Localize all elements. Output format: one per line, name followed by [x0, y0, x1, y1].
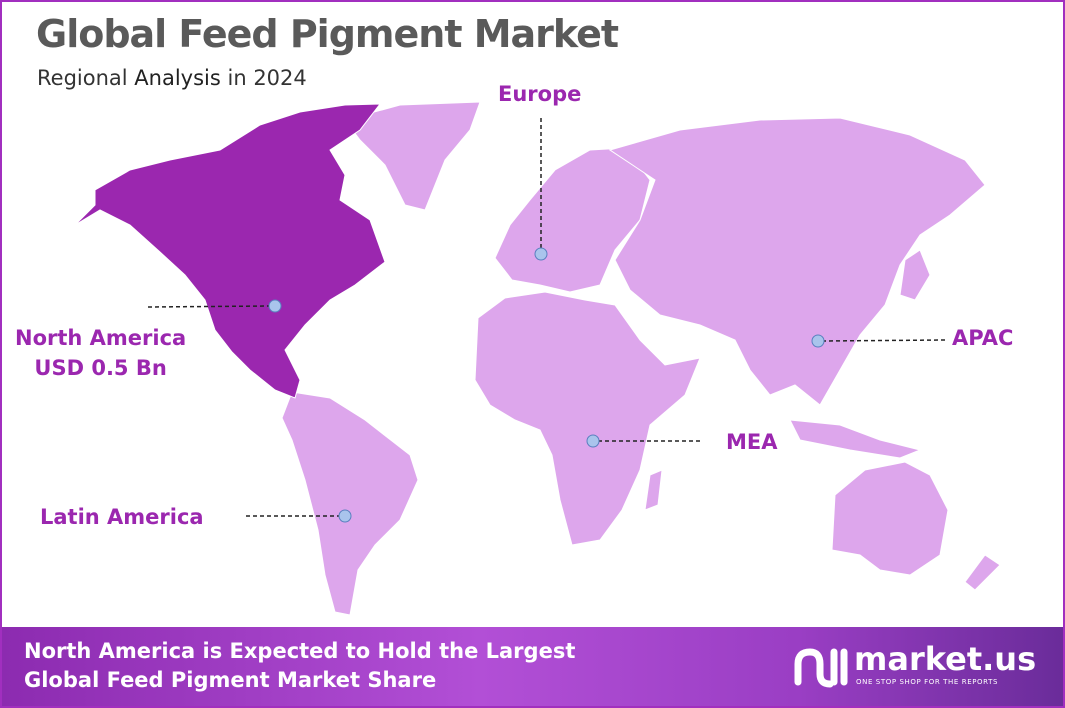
marker-latin-america: [338, 509, 352, 523]
marker-europe: [534, 247, 548, 261]
label-apac: APAC: [952, 326, 1014, 350]
new-zealand: [964, 554, 1001, 591]
label-north-america: North America USD 0.5 Bn: [15, 323, 186, 383]
footer-banner: North America is Expected to Hold the La…: [2, 627, 1063, 706]
subtitle-suffix: in 2024: [227, 66, 307, 90]
page-subtitle: Regional Analysis in 2024: [37, 66, 307, 90]
indonesia: [789, 419, 922, 459]
page-title: Global Feed Pigment Market: [36, 12, 619, 56]
connector-north-america: [147, 305, 271, 308]
madagascar: [644, 469, 663, 511]
marker-mea: [586, 434, 600, 448]
banner-line-2: Global Feed Pigment Market Share: [24, 668, 437, 692]
north-america-name: North America: [15, 326, 187, 350]
australia: [831, 461, 949, 576]
banner-line-1: North America is Expected to Hold the La…: [24, 639, 576, 663]
market-us-logo: market.us ONE STOP SHOP FOR THE REPORTS: [792, 640, 1036, 692]
subtitle-prefix: Regional: [37, 66, 128, 90]
africa: [474, 291, 701, 546]
marker-north-america: [268, 299, 282, 313]
label-latin-america: Latin America: [40, 505, 204, 529]
marker-apac: [811, 334, 825, 348]
banner-text: North America is Expected to Hold the La…: [24, 637, 575, 695]
label-mea: MEA: [726, 430, 778, 454]
south-america: [281, 391, 419, 616]
europe: [494, 147, 651, 293]
asia: [608, 117, 986, 406]
north-america: [74, 103, 386, 399]
greenland: [344, 101, 481, 211]
japan: [899, 249, 931, 301]
subtitle-bold: Analysis: [134, 66, 221, 90]
label-europe: Europe: [498, 82, 582, 106]
north-america-value: USD 0.5 Bn: [34, 356, 167, 380]
logo-name: market.us: [854, 640, 1037, 678]
logo-mark-icon: [794, 648, 848, 688]
logo-tagline: ONE STOP SHOP FOR THE REPORTS: [856, 678, 999, 686]
